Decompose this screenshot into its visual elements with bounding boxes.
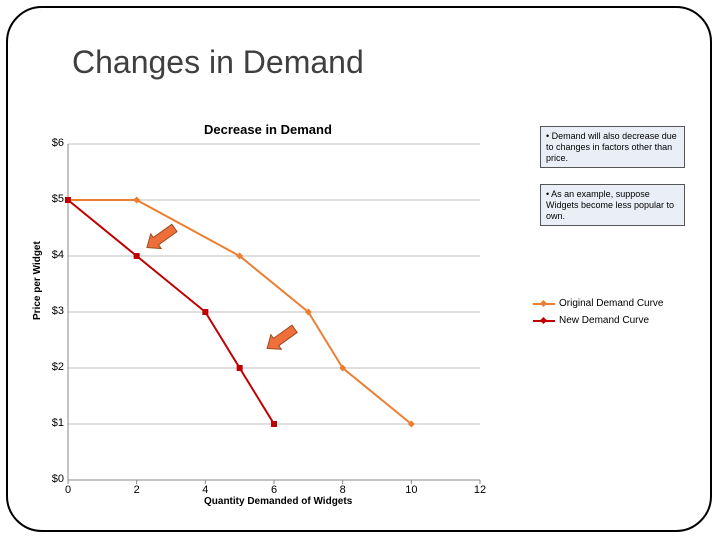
xtick-label: 2 (127, 484, 147, 496)
legend: Original Demand Curve New Demand Curve (533, 298, 664, 332)
ytick-label: $4 (40, 249, 64, 261)
xtick-label: 10 (401, 484, 421, 496)
xtick-label: 12 (470, 484, 490, 496)
ytick-label: $2 (40, 361, 64, 373)
ytick-label: $3 (40, 305, 64, 317)
ytick-label: $1 (40, 417, 64, 429)
chart-area: Price per Widget Decrease in Demand$0$1$… (38, 120, 678, 520)
legend-item: New Demand Curve (533, 315, 664, 326)
annotation-box: • Demand will also decrease due to chang… (540, 126, 685, 168)
x-axis-label: Quantity Demanded of Widgets (204, 496, 352, 507)
xtick-label: 8 (333, 484, 353, 496)
xtick-label: 4 (195, 484, 215, 496)
ytick-label: $6 (40, 137, 64, 149)
ytick-label: $5 (40, 193, 64, 205)
chart-title: Decrease in Demand (204, 122, 332, 137)
xtick-label: 6 (264, 484, 284, 496)
legend-label: Original Demand Curve (559, 298, 664, 309)
legend-item: Original Demand Curve (533, 298, 664, 309)
annotation-box: • As an example, suppose Widgets become … (540, 184, 685, 226)
page-title: Changes in Demand (72, 44, 364, 81)
legend-label: New Demand Curve (559, 315, 649, 326)
xtick-label: 0 (58, 484, 78, 496)
